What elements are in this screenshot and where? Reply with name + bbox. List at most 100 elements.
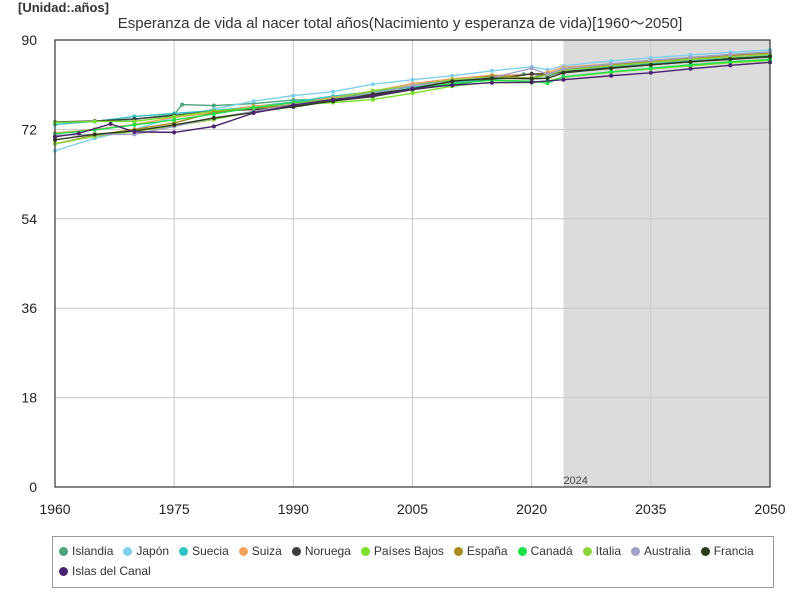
legend: Islandia Japón Suecia Suiza Noruega Países Ba… xyxy=(52,536,774,588)
legend-marker xyxy=(453,547,463,556)
unit-label: [Unidad:.años] xyxy=(18,0,109,15)
data-point xyxy=(211,115,216,120)
legend-item: Australia xyxy=(631,544,691,558)
data-point xyxy=(172,122,177,127)
legend-marker xyxy=(582,547,592,556)
legend-label: Suecia xyxy=(192,544,229,558)
data-point xyxy=(688,55,693,60)
legend-marker xyxy=(291,547,301,556)
legend-label: Países Bajos xyxy=(373,544,444,558)
legend-label: Japón xyxy=(136,544,170,558)
legend-marker xyxy=(631,547,640,556)
x-tick-label: 1960 xyxy=(39,501,70,517)
legend-marker xyxy=(123,547,133,556)
x-tick-label: 2035 xyxy=(635,501,666,517)
legend-label: Noruega xyxy=(304,544,351,558)
y-tick-label: 72 xyxy=(21,121,37,137)
data-point xyxy=(172,114,177,119)
data-point xyxy=(450,79,455,84)
legend-item: Países Bajos xyxy=(360,544,444,558)
legend-item: Noruega xyxy=(291,544,351,558)
data-point xyxy=(132,119,137,124)
data-point xyxy=(561,77,566,82)
data-point xyxy=(172,130,177,135)
legend-label: Canadá xyxy=(530,544,573,558)
legend-label: Suiza xyxy=(251,544,282,558)
legend-item: Islas del Canal xyxy=(59,564,151,578)
data-point xyxy=(545,72,550,77)
data-point xyxy=(545,76,550,81)
legend-item: Islandia xyxy=(59,544,113,558)
data-point xyxy=(609,58,614,63)
data-point xyxy=(132,122,137,127)
legend-marker xyxy=(238,547,248,556)
y-tick-label: 0 xyxy=(29,479,37,495)
data-point xyxy=(211,124,216,129)
data-point xyxy=(410,83,415,88)
data-point xyxy=(648,62,653,67)
x-tick-label: 1975 xyxy=(159,501,190,517)
legend-item: Francia xyxy=(700,544,754,558)
data-point xyxy=(370,93,375,98)
data-point xyxy=(331,97,336,102)
data-point xyxy=(370,82,375,87)
legend-item: Japón xyxy=(123,544,169,558)
data-point xyxy=(609,66,614,71)
data-point xyxy=(410,77,415,82)
data-point xyxy=(561,66,566,71)
data-point xyxy=(529,80,534,85)
legend-marker xyxy=(700,547,710,556)
data-point xyxy=(728,63,733,68)
legend-label: España xyxy=(466,544,508,558)
data-point xyxy=(331,89,336,94)
data-point xyxy=(251,105,256,110)
y-tick-label: 18 xyxy=(21,390,37,406)
legend-label: Italia xyxy=(595,544,621,558)
data-point xyxy=(688,66,693,71)
data-point xyxy=(211,112,216,117)
data-point xyxy=(489,80,494,85)
legend-item: Suiza xyxy=(238,544,282,558)
data-point xyxy=(92,119,97,124)
x-tick-label: 1990 xyxy=(278,501,309,517)
series-11 xyxy=(53,60,772,139)
data-point xyxy=(76,131,81,136)
series-line xyxy=(54,58,771,135)
data-point xyxy=(728,52,733,57)
data-point xyxy=(450,83,455,88)
data-point xyxy=(251,99,256,104)
plot-frame xyxy=(54,39,771,488)
data-point xyxy=(529,76,534,81)
data-point xyxy=(561,74,566,79)
data-point xyxy=(489,76,494,81)
legend-item: España xyxy=(453,544,508,558)
series-10 xyxy=(53,54,772,142)
data-point xyxy=(92,132,97,137)
data-point xyxy=(648,58,653,63)
data-point xyxy=(648,66,653,71)
series-lines xyxy=(53,47,772,153)
legend-marker xyxy=(179,547,189,556)
legend-item: Italia xyxy=(582,544,621,558)
data-point xyxy=(728,56,733,61)
data-point xyxy=(172,117,177,122)
data-point xyxy=(688,62,693,67)
data-point xyxy=(132,129,137,134)
data-point xyxy=(489,68,494,73)
data-point xyxy=(688,59,693,64)
x-tick-label: 2005 xyxy=(397,501,428,517)
data-point xyxy=(529,71,534,76)
data-point xyxy=(108,121,113,126)
data-point xyxy=(450,73,455,78)
data-point xyxy=(545,81,550,86)
line-chart: 2024 0 18 36 54 72 90 1960 1975 1990 2005 2020 2035… xyxy=(21,32,785,517)
data-point xyxy=(609,73,614,78)
x-tick-label: 2050 xyxy=(754,501,785,517)
legend-item: Canadá xyxy=(517,544,573,558)
legend-label: Islandia xyxy=(72,544,114,558)
data-point xyxy=(251,111,256,116)
legend-marker xyxy=(517,547,527,556)
data-point xyxy=(609,69,614,74)
legend-marker xyxy=(59,567,68,576)
data-point xyxy=(561,70,566,75)
